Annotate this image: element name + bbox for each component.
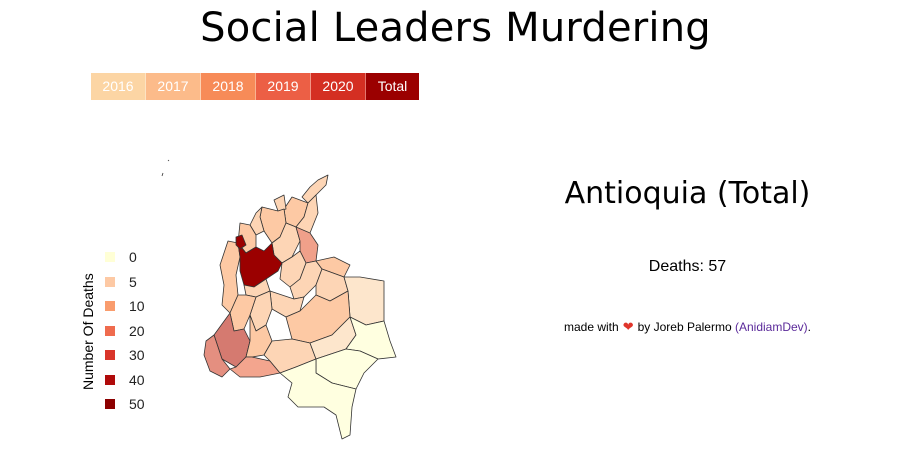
legend-swatch — [105, 374, 115, 385]
colombia-map — [161, 159, 397, 440]
legend-label: 10 — [129, 298, 145, 315]
page-title: Social Leaders Murdering — [200, 5, 711, 51]
legend-item: 40 — [105, 368, 145, 393]
legend-label: 5 — [129, 273, 137, 290]
legend-swatch — [105, 301, 115, 312]
region-antioquia-urabá[interactable] — [235, 234, 247, 250]
region-narino[interactable] — [203, 334, 231, 378]
credit-suffix: . — [807, 320, 812, 334]
legend-label: 0 — [129, 249, 137, 266]
tab-2017[interactable]: 2017 — [146, 73, 201, 100]
legend-swatch — [105, 325, 115, 336]
legend: 0 5 10 20 30 40 50 — [105, 245, 145, 417]
map-island — [167, 159, 170, 162]
legend-label: 20 — [129, 322, 145, 339]
region-atlantico[interactable] — [273, 194, 287, 212]
author-link[interactable]: (AnidiamDev) — [734, 320, 808, 334]
heart-icon: ❤ — [622, 319, 634, 334]
legend-item: 50 — [105, 392, 145, 417]
map-container — [60, 145, 480, 455]
tab-2018[interactable]: 2018 — [201, 73, 256, 100]
region-antioquia[interactable] — [237, 242, 283, 288]
region-amazonas[interactable] — [279, 358, 357, 440]
legend-label: 40 — [129, 371, 145, 388]
tab-2020[interactable]: 2020 — [311, 73, 366, 100]
legend-label: 30 — [129, 347, 145, 364]
tab-2019[interactable]: 2019 — [256, 73, 311, 100]
region-arauca[interactable] — [315, 256, 351, 278]
legend-swatch — [105, 276, 115, 287]
credit-author: by Joreb Palermo — [637, 320, 732, 334]
legend-item: 20 — [105, 319, 145, 344]
credit-prefix: made with — [563, 320, 619, 334]
year-tabs: 2016 2017 2018 2019 2020 Total — [91, 73, 419, 100]
region-guainia[interactable] — [345, 316, 397, 360]
legend-item: 0 — [105, 245, 145, 270]
legend-label: 50 — [129, 396, 145, 413]
legend-swatch — [105, 399, 115, 410]
deaths-count: Deaths: 57 — [648, 258, 727, 275]
legend-item: 5 — [105, 270, 145, 295]
legend-swatch — [105, 252, 115, 263]
tab-2016[interactable]: 2016 — [91, 73, 146, 100]
credit-line: made with ❤ by Joreb Palermo (AnidiamDev). — [530, 318, 845, 336]
selected-region-title: Antioquia (Total) — [564, 176, 811, 211]
legend-item: 30 — [105, 343, 145, 368]
legend-item: 10 — [105, 294, 145, 319]
legend-swatch — [105, 350, 115, 361]
map-island — [161, 172, 164, 177]
tab-total[interactable]: Total — [366, 73, 419, 100]
